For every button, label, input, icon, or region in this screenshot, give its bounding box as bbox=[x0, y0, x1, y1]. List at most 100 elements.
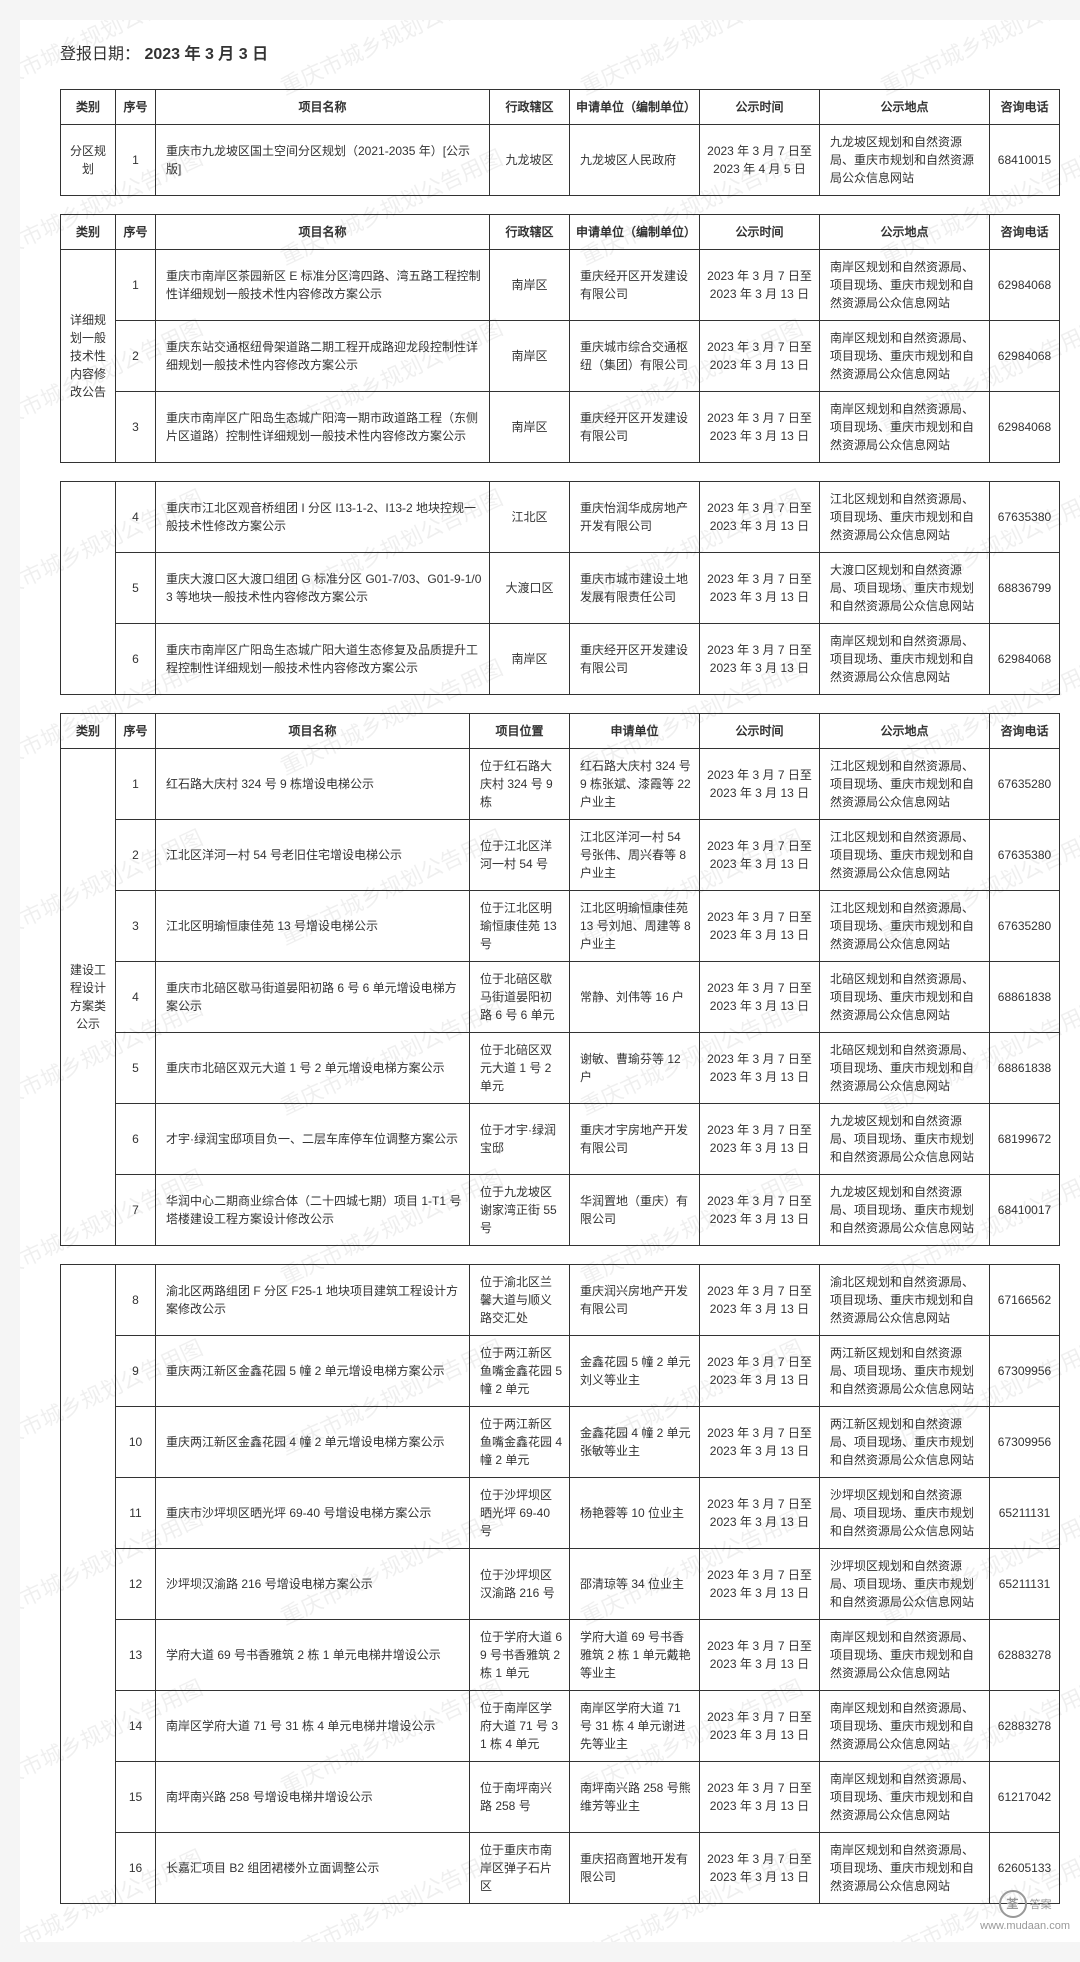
cell-name: 重庆大渡口区大渡口组团 G 标准分区 G01-7/03、G01-9-1/03 等… bbox=[156, 553, 490, 624]
table-row: 3江北区明瑜恒康佳苑 13 号增设电梯公示位于江北区明瑜恒康佳苑 13 号江北区… bbox=[61, 891, 1060, 962]
cell-idx: 5 bbox=[116, 553, 156, 624]
cell-idx: 2 bbox=[116, 321, 156, 392]
cell-category: 分区规划 bbox=[61, 125, 116, 196]
cell-name: 重庆市南岸区广阳岛生态城广阳湾一期市政道路工程（东侧片区道路）控制性详细规划一般… bbox=[156, 392, 490, 463]
table-header-row: 类别 序号 项目名称 行政辖区 申请单位（编制单位） 公示时间 公示地点 咨询电… bbox=[61, 90, 1060, 125]
cell-unit: 江北区洋河一村 54 号张伟、周兴春等 8 户业主 bbox=[570, 820, 700, 891]
cell-unit: 南坪南兴路 258 号熊维芳等业主 bbox=[570, 1762, 700, 1833]
table-detail-plan-a: 类别 序号 项目名称 行政辖区 申请单位（编制单位） 公示时间 公示地点 咨询电… bbox=[60, 214, 1060, 463]
cell-tel: 67635380 bbox=[990, 482, 1060, 553]
cell-unit: 江北区明瑜恒康佳苑 13 号刘旭、周建等 8 户业主 bbox=[570, 891, 700, 962]
cell-tel: 68199672 bbox=[990, 1104, 1060, 1175]
cell-unit: 学府大道 69 号书香雅筑 2 栋 1 单元戴艳等业主 bbox=[570, 1620, 700, 1691]
table-row: 3重庆市南岸区广阳岛生态城广阳湾一期市政道路工程（东侧片区道路）控制性详细规划一… bbox=[61, 392, 1060, 463]
cell-name: 学府大道 69 号书香雅筑 2 栋 1 单元电梯井增设公示 bbox=[156, 1620, 470, 1691]
cell-time: 2023 年 3 月 7 日至 2023 年 3 月 13 日 bbox=[700, 749, 820, 820]
cell-tel: 62984068 bbox=[990, 250, 1060, 321]
cell-name: 重庆市江北区观音桥组团 I 分区 I13-1-2、I13-2 地块控规一般技术性… bbox=[156, 482, 490, 553]
th-name: 项目名称 bbox=[156, 714, 470, 749]
cell-unit: 重庆城市综合交通枢纽（集团）有限公司 bbox=[570, 321, 700, 392]
cell-idx: 1 bbox=[116, 250, 156, 321]
table-row: 10重庆两江新区金鑫花园 4 幢 2 单元增设电梯方案公示位于两江新区鱼嘴金鑫花… bbox=[61, 1407, 1060, 1478]
cell-unit: 重庆怡润华成房地产开发有限公司 bbox=[570, 482, 700, 553]
cell-place: 两江新区规划和自然资源局、项目现场、重庆市规划和自然资源局公众信息网站 bbox=[820, 1336, 990, 1407]
cell-time: 2023 年 3 月 7 日至 2023 年 3 月 13 日 bbox=[700, 1478, 820, 1549]
cell-unit: 金鑫花园 4 幢 2 单元张敏等业主 bbox=[570, 1407, 700, 1478]
pub-date-label: 登报日期： bbox=[60, 46, 140, 63]
cell-unit: 重庆招商置地开发有限公司 bbox=[570, 1833, 700, 1904]
cell-place: 江北区规划和自然资源局、项目现场、重庆市规划和自然资源局公众信息网站 bbox=[820, 749, 990, 820]
cell-idx: 16 bbox=[116, 1833, 156, 1904]
cell-idx: 1 bbox=[116, 749, 156, 820]
cell-place: 九龙坡区规划和自然资源局、项目现场、重庆市规划和自然资源局公众信息网站 bbox=[820, 1104, 990, 1175]
cell-dist: 南岸区 bbox=[490, 250, 570, 321]
th-unit: 申请单位（编制单位） bbox=[570, 90, 700, 125]
cell-name: 江北区洋河一村 54 号老旧住宅增设电梯公示 bbox=[156, 820, 470, 891]
cell-tel: 62984068 bbox=[990, 321, 1060, 392]
th-time: 公示时间 bbox=[700, 90, 820, 125]
cell-category bbox=[61, 1265, 116, 1904]
cell-idx: 4 bbox=[116, 482, 156, 553]
table-row: 4重庆市北碚区歇马街道晏阳初路 6 号 6 单元增设电梯方案公示位于北碚区歇马街… bbox=[61, 962, 1060, 1033]
cell-place: 南岸区规划和自然资源局、项目现场、重庆市规划和自然资源局公众信息网站 bbox=[820, 321, 990, 392]
th-unit: 申请单位（编制单位） bbox=[570, 215, 700, 250]
th-time: 公示时间 bbox=[700, 215, 820, 250]
cell-time: 2023 年 3 月 7 日至 2023 年 3 月 13 日 bbox=[700, 624, 820, 695]
table-row: 5重庆大渡口区大渡口组团 G 标准分区 G01-7/03、G01-9-1/03 … bbox=[61, 553, 1060, 624]
cell-place: 南岸区规划和自然资源局、项目现场、重庆市规划和自然资源局公众信息网站 bbox=[820, 1833, 990, 1904]
cell-loc: 位于九龙坡区谢家湾正街 55 号 bbox=[470, 1175, 570, 1246]
cell-unit: 常静、刘伟等 16 户 bbox=[570, 962, 700, 1033]
cell-time: 2023 年 3 月 7 日至 2023 年 3 月 13 日 bbox=[700, 1407, 820, 1478]
cell-idx: 3 bbox=[116, 891, 156, 962]
cell-time: 2023 年 3 月 7 日至 2023 年 3 月 13 日 bbox=[700, 321, 820, 392]
table-row: 7华润中心二期商业综合体（二十四城七期）项目 1-T1 号塔楼建设工程方案设计修… bbox=[61, 1175, 1060, 1246]
cell-idx: 6 bbox=[116, 1104, 156, 1175]
cell-place: 南岸区规划和自然资源局、项目现场、重庆市规划和自然资源局公众信息网站 bbox=[820, 624, 990, 695]
cell-idx: 8 bbox=[116, 1265, 156, 1336]
cell-loc: 位于江北区明瑜恒康佳苑 13 号 bbox=[470, 891, 570, 962]
th-name: 项目名称 bbox=[156, 90, 490, 125]
cell-place: 两江新区规划和自然资源局、项目现场、重庆市规划和自然资源局公众信息网站 bbox=[820, 1407, 990, 1478]
cell-tel: 67635380 bbox=[990, 820, 1060, 891]
table-header-row: 类别 序号 项目名称 项目位置 申请单位 公示时间 公示地点 咨询电话 bbox=[61, 714, 1060, 749]
cell-category: 详细规划一般技术性内容修改公告 bbox=[61, 250, 116, 463]
cell-place: 南岸区规划和自然资源局、项目现场、重庆市规划和自然资源局公众信息网站 bbox=[820, 392, 990, 463]
cell-loc: 位于沙坪坝区汉渝路 216 号 bbox=[470, 1549, 570, 1620]
cell-loc: 位于两江新区鱼嘴金鑫花园 4 幢 2 单元 bbox=[470, 1407, 570, 1478]
cell-idx: 4 bbox=[116, 962, 156, 1033]
cell-time: 2023 年 3 月 7 日至 2023 年 3 月 13 日 bbox=[700, 482, 820, 553]
publish-date: 登报日期： 2023 年 3 月 3 日 bbox=[60, 40, 1060, 64]
cell-time: 2023 年 3 月 7 日至 2023 年 3 月 13 日 bbox=[700, 1033, 820, 1104]
cell-idx: 7 bbox=[116, 1175, 156, 1246]
cell-idx: 5 bbox=[116, 1033, 156, 1104]
footer-url: www.mudaan.com bbox=[980, 1920, 1070, 1932]
cell-unit: 邵清琼等 34 位业主 bbox=[570, 1549, 700, 1620]
footer-mark: 答案 bbox=[1030, 1899, 1052, 1911]
cell-idx: 13 bbox=[116, 1620, 156, 1691]
cell-tel: 67309956 bbox=[990, 1407, 1060, 1478]
cell-name: 才宇·绿润宝邸项目负一、二层车库停车位调整方案公示 bbox=[156, 1104, 470, 1175]
cell-dist: 南岸区 bbox=[490, 321, 570, 392]
th-dist: 行政辖区 bbox=[490, 90, 570, 125]
cell-time: 2023 年 3 月 7 日至 2023 年 3 月 13 日 bbox=[700, 1336, 820, 1407]
cell-name: 重庆东站交通枢纽骨架道路二期工程开成路迎龙段控制性详细规划一般技术性内容修改方案… bbox=[156, 321, 490, 392]
th-loc: 项目位置 bbox=[470, 714, 570, 749]
cell-dist: 江北区 bbox=[490, 482, 570, 553]
table-row: 15南坪南兴路 258 号增设电梯井增设公示位于南坪南兴路 258 号南坪南兴路… bbox=[61, 1762, 1060, 1833]
cell-name: 长嘉汇项目 B2 组团裙楼外立面调整公示 bbox=[156, 1833, 470, 1904]
table-row: 详细规划一般技术性内容修改公告1重庆市南岸区茶园新区 E 标准分区湾四路、湾五路… bbox=[61, 250, 1060, 321]
cell-idx: 9 bbox=[116, 1336, 156, 1407]
table-detail-plan-b: 4重庆市江北区观音桥组团 I 分区 I13-1-2、I13-2 地块控规一般技术… bbox=[60, 481, 1060, 695]
cell-name: 南岸区学府大道 71 号 31 栋 4 单元电梯井增设公示 bbox=[156, 1691, 470, 1762]
table-row: 6才宇·绿润宝邸项目负一、二层车库停车位调整方案公示位于才宇·绿润宝邸重庆才宇房… bbox=[61, 1104, 1060, 1175]
page-container: 重庆市城乡规划公告用图重庆市城乡规划公告用图重庆市城乡规划公告用图重庆市城乡规划… bbox=[20, 20, 1080, 1942]
cell-unit: 金鑫花园 5 幢 2 单元刘义等业主 bbox=[570, 1336, 700, 1407]
cell-unit: 重庆经开区开发建设有限公司 bbox=[570, 624, 700, 695]
table-construction-b: 8渝北区两路组团 F 分区 F25-1 地块项目建筑工程设计方案修改公示位于渝北… bbox=[60, 1264, 1060, 1904]
cell-time: 2023 年 3 月 7 日至 2023 年 3 月 13 日 bbox=[700, 1175, 820, 1246]
cell-tel: 68836799 bbox=[990, 553, 1060, 624]
th-name: 项目名称 bbox=[156, 215, 490, 250]
cell-name: 渝北区两路组团 F 分区 F25-1 地块项目建筑工程设计方案修改公示 bbox=[156, 1265, 470, 1336]
cell-unit: 重庆润兴房地产开发有限公司 bbox=[570, 1265, 700, 1336]
cell-unit: 重庆经开区开发建设有限公司 bbox=[570, 250, 700, 321]
